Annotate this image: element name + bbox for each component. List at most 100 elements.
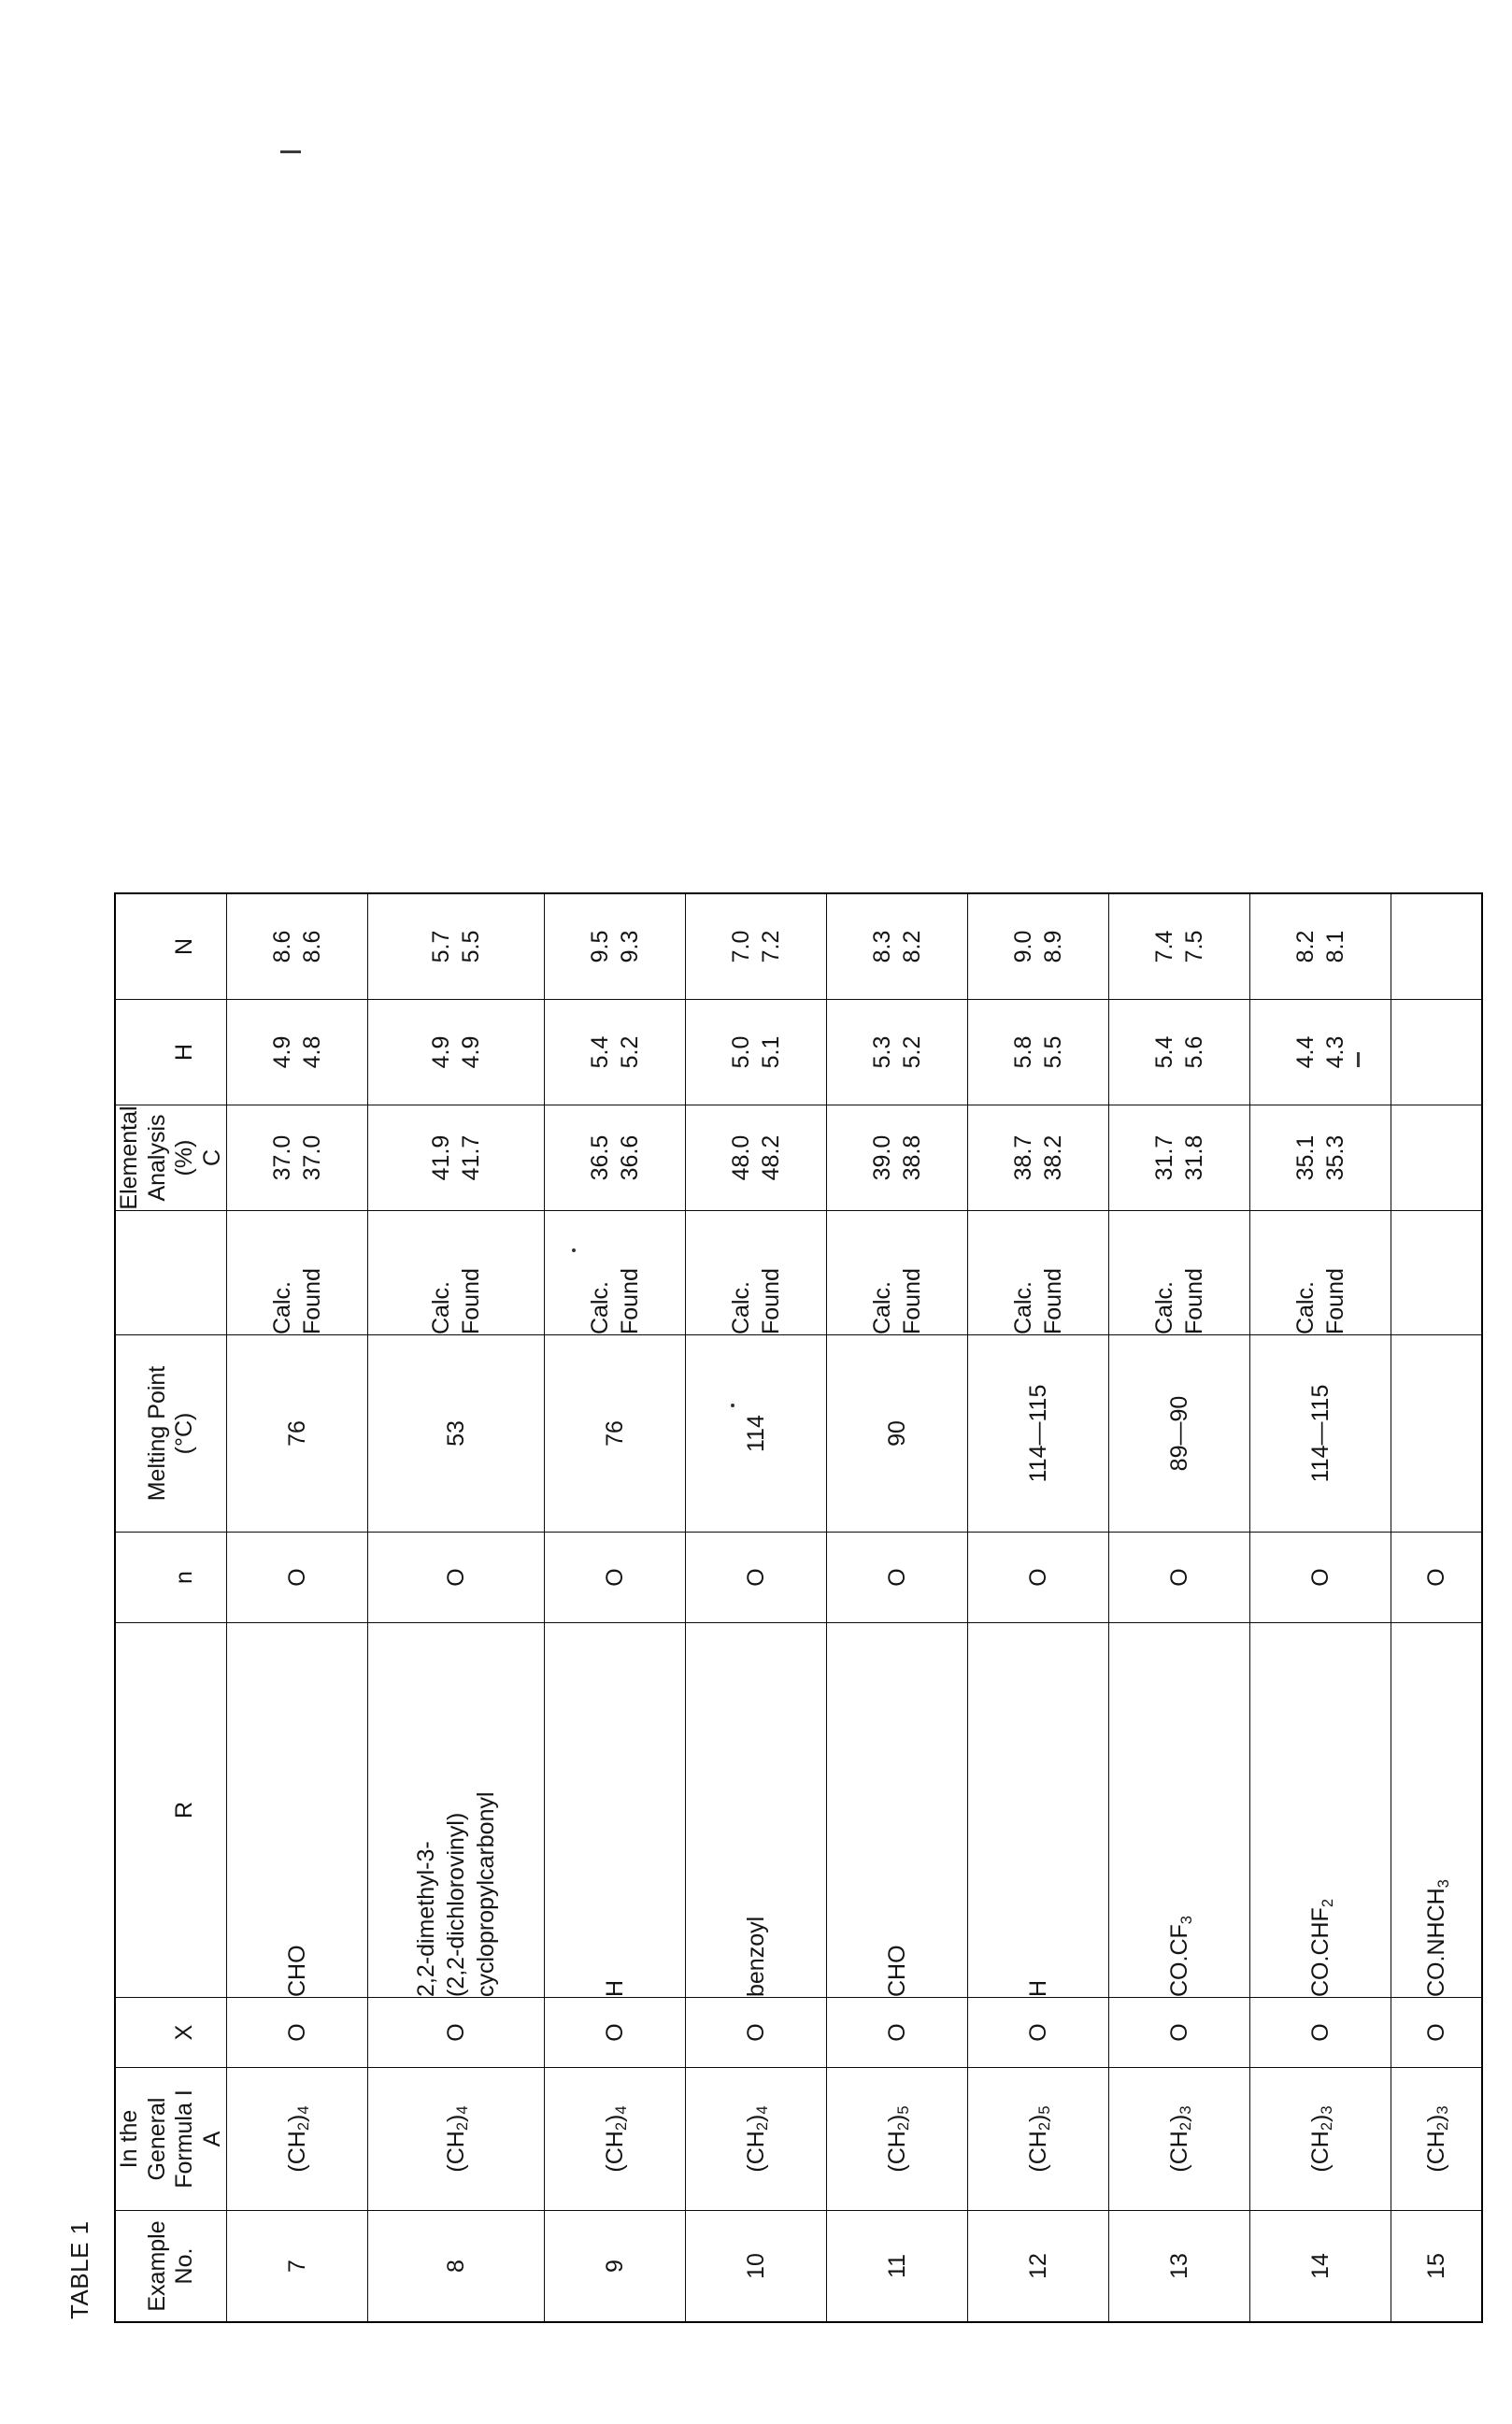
ea-c-found: 35.3 (1322, 1134, 1348, 1181)
cell-r: H (967, 1622, 1109, 1998)
header-col-n: n (115, 1532, 227, 1623)
cell-ea-h: 5.4 5.2 (544, 999, 686, 1105)
cell-ea-n: 7.0 7.2 (685, 893, 827, 1000)
cell-example-no: 7 (226, 2210, 368, 2322)
cell-a: (CH2)5 (967, 2067, 1109, 2211)
cell-r-text: H (1025, 1979, 1051, 1997)
cell-a: (CH2)3 (1249, 2067, 1391, 2211)
label-calc: Calc. (727, 1281, 754, 1334)
cell-a-sub2: 3 (1177, 2105, 1195, 2115)
calc-found-stack: Calc. Found (227, 1211, 367, 1334)
header-example-no: Example No. (115, 2210, 227, 2322)
cell-calc-found-labels: Calc. Found (826, 1210, 968, 1335)
table-body: 7 (CH2)4 O CHO O 76 Calc. Found (226, 893, 1482, 2322)
cell-a-main: (CH (1165, 2131, 1192, 2173)
ea-h-stack: 4.9 4.9 (368, 1000, 544, 1105)
cell-a-sub2: 5 (895, 2105, 913, 2115)
label-calc: Calc. (1291, 1281, 1319, 1334)
cell-a: (CH2)3 (1108, 2067, 1250, 2211)
cell-ea-n: 7.4 7.5 (1108, 893, 1250, 1000)
cell-n: O (226, 1532, 368, 1623)
ea-c-calc: 35.1 (1291, 1134, 1319, 1181)
ea-n-stack: 7.0 7.2 (686, 894, 826, 999)
cell-r-line-1: 2,2-dimethyl-3- (413, 1841, 439, 1997)
label-calc: Calc. (1009, 1281, 1036, 1334)
label-found: Found (899, 1268, 925, 1334)
header-spacer-ea-left (144, 1211, 172, 1334)
cell-x: O (967, 1997, 1109, 2068)
label-found: Found (1040, 1268, 1066, 1334)
header-spacer-r (144, 1623, 172, 1997)
ea-n-found: 8.9 (1040, 930, 1066, 963)
header-example-no-line1: Example (143, 2220, 170, 2312)
cell-melting-point: 53 (367, 1334, 545, 1533)
ea-c-found: 31.8 (1181, 1134, 1207, 1181)
table-row: 11 (CH2)5 O CHO O 90 Calc. Found (826, 893, 968, 2322)
cell-r-sub: 3 (1177, 1916, 1195, 1925)
cell-a-tail: ) (1165, 2114, 1192, 2122)
cell-melting-point: 114 (685, 1334, 827, 1533)
ea-c-stack: 48.0 48.2 (686, 1105, 826, 1210)
cell-a-sub: 2 (1319, 2121, 1336, 2132)
cell-ea-c (1391, 1105, 1482, 1211)
header-ea-h-label: H (171, 1043, 197, 1062)
cell-melting-point: 76 (226, 1334, 368, 1533)
header-ea-h: H (115, 999, 227, 1105)
label-calc: Calc. (1150, 1281, 1177, 1334)
cell-r: benzoyl (685, 1622, 827, 1998)
header-spacer-n (144, 1533, 172, 1622)
cell-ea-c: 39.0 38.8 (826, 1105, 968, 1211)
cell-a-sub: 2 (754, 2121, 772, 2132)
cell-r: CO.CF3 (1108, 1622, 1250, 1998)
header-row: Example No. In the General Formula I A X… (115, 893, 227, 2322)
ea-n-calc: 7.4 (1150, 930, 1177, 963)
cell-calc-found-labels: Calc. Found (685, 1210, 827, 1335)
cell-n: O (685, 1532, 827, 1623)
cell-n: O (1108, 1532, 1250, 1623)
cell-a-main: (CH (883, 2131, 910, 2173)
cell-a-tail: ) (1024, 2114, 1051, 2122)
cell-ea-n: 8.2 8.1 (1249, 893, 1391, 1000)
cell-x: O (544, 1997, 686, 2068)
header-ea-c-label: C (198, 1148, 225, 1167)
ea-c-stack: 37.0 37.0 (227, 1105, 367, 1210)
ea-n-found: 7.5 (1181, 930, 1207, 963)
cell-a-tail: ) (1306, 2114, 1334, 2122)
ea-h-stack: 4.4 4.3 (1250, 1000, 1391, 1105)
cell-x: O (367, 1997, 545, 2068)
cell-ea-c: 41.9 41.7 (367, 1105, 545, 1211)
header-col-a: In the General Formula I A (115, 2067, 227, 2211)
cell-calc-found-labels: Calc. Found (1108, 1210, 1250, 1335)
ea-n-calc: 9.0 (1009, 930, 1036, 963)
calc-found-stack: Calc. Found (368, 1211, 544, 1334)
cell-r: CO.CHF2 (1249, 1622, 1391, 1998)
elemental-analysis-table: Example No. In the General Formula I A X… (114, 892, 1483, 2323)
header-spacer-ea-h (144, 1000, 172, 1105)
ea-n-calc: 7.0 (727, 930, 754, 963)
cell-ea-c: 31.7 31.8 (1108, 1105, 1250, 1211)
ea-n-calc: 8.3 (868, 930, 895, 963)
cell-a-main: (CH (1306, 2131, 1334, 2173)
cell-example-no: 15 (1391, 2210, 1482, 2322)
ea-h-calc: 5.0 (727, 1035, 754, 1069)
cell-ea-n: 9.0 8.9 (967, 893, 1109, 1000)
cell-example-no: 12 (967, 2210, 1109, 2322)
cell-a-sub: 2 (295, 2121, 313, 2132)
cell-ea-c: 35.1 35.3 (1249, 1105, 1391, 1211)
header-elemental-analysis: Elemental Analysis (%) (116, 1105, 197, 1210)
cell-a-main: (CH (1422, 2131, 1449, 2173)
cell-ea-h (1391, 999, 1482, 1105)
cell-r-text: CHO (884, 1945, 910, 1997)
cell-a-sub2: 3 (1434, 2105, 1452, 2115)
cell-example-no: 10 (685, 2210, 827, 2322)
cell-example-no: 8 (367, 2210, 545, 2322)
ea-c-found: 38.8 (899, 1134, 925, 1181)
ea-n-stack: 8.6 8.6 (227, 894, 367, 999)
cell-a-main: (CH (601, 2131, 628, 2173)
ea-n-stack: 8.3 8.2 (827, 894, 967, 999)
cell-r: CHO (226, 1622, 368, 1998)
calc-found-stack: Calc. Found (686, 1211, 826, 1334)
cell-a-tail: ) (883, 2114, 910, 2122)
ea-h-found: 4.3 (1322, 1035, 1348, 1069)
label-found: Found (458, 1268, 484, 1334)
